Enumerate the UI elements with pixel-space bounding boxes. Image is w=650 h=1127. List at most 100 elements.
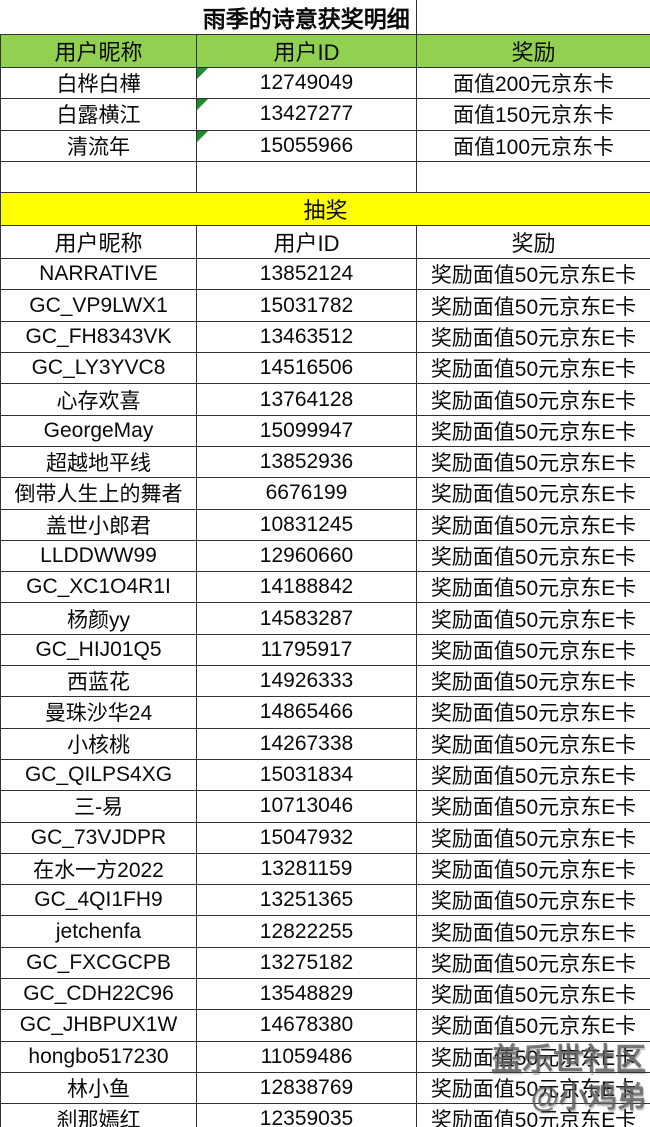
lottery-section-title: 抽奖 xyxy=(0,192,650,227)
nickname-cell: 倒带人生上的舞者 xyxy=(0,477,197,510)
user-id-cell: 14583287 xyxy=(196,602,417,635)
lottery-row: 杨颜yy 14583287 奖励面值50元京东E卡 xyxy=(0,602,650,635)
reward-cell: 奖励面值50元京东E卡 xyxy=(416,383,650,416)
reward-cell: 奖励面值50元京东E卡 xyxy=(416,884,650,917)
lottery-row: GC_FH8343VK 13463512 奖励面值50元京东E卡 xyxy=(0,320,650,354)
header-reward: 奖励 xyxy=(416,225,650,260)
user-id-cell: 12822255 xyxy=(196,915,417,948)
nickname-cell: GC_XC1O4R1I xyxy=(0,571,197,604)
nickname-cell: 心存欢喜 xyxy=(0,383,197,416)
nickname-cell: GC_73VJDPR xyxy=(0,821,197,854)
reward-cell: 奖励面值50元京东E卡 xyxy=(416,539,650,573)
nickname-cell: 白露横江 xyxy=(0,98,197,131)
user-id-cell: 10713046 xyxy=(196,790,417,823)
lottery-row: 倒带人生上的舞者 6676199 奖励面值50元京东E卡 xyxy=(0,477,650,510)
nickname-cell: hongbo517230 xyxy=(0,1040,197,1073)
nickname-cell: GC_CDH22C96 xyxy=(0,978,197,1011)
reward-cell: 奖励面值50元京东E卡 xyxy=(416,445,650,479)
user-id-cell: 14267338 xyxy=(196,727,417,760)
reward-cell: 奖励面值50元京东E卡 xyxy=(416,978,650,1011)
lottery-header-row: 用户昵称 用户ID 奖励 xyxy=(0,225,650,260)
reward-cell: 奖励面值50元京东E卡 xyxy=(416,414,650,447)
lottery-row: 曼珠沙华24 14865466 奖励面值50元京东E卡 xyxy=(0,696,650,729)
nickname-cell: GC_LY3YVC8 xyxy=(0,352,197,385)
lottery-row: 在水一方2022 13281159 奖励面值50元京东E卡 xyxy=(0,852,650,886)
reward-cell: 奖励面值50元京东E卡 xyxy=(416,1103,650,1127)
reward-cell: 奖励面值50元京东E卡 xyxy=(416,946,650,980)
user-id-cell: 13764128 xyxy=(196,383,417,416)
reward-cell: 奖励面值50元京东E卡 xyxy=(416,696,650,729)
reward-cell: 奖励面值50元京东E卡 xyxy=(416,508,650,541)
nickname-cell: 刹那嫣红 xyxy=(0,1103,197,1127)
nickname-cell: 西蓝花 xyxy=(0,665,197,698)
lottery-row: GC_FXCGCPB 13275182 奖励面值50元京东E卡 xyxy=(0,946,650,980)
reward-cell: 奖励面值50元京东E卡 xyxy=(416,665,650,698)
user-id-cell: 14188842 xyxy=(196,571,417,604)
winner-row: 白桦白樺 12749049 面值200元京东卡 xyxy=(0,66,650,100)
lottery-row: NARRATIVE 13852124 奖励面值50元京东E卡 xyxy=(0,258,650,291)
user-id-value: 15055966 xyxy=(259,133,354,157)
reward-cell: 奖励面值50元京东E卡 xyxy=(416,790,650,823)
lottery-row: GC_VP9LWX1 15031782 奖励面值50元京东E卡 xyxy=(0,289,650,322)
nickname-cell: GC_QILPS4XG xyxy=(0,758,197,792)
winner-row: 清流年 15055966 面值100元京东卡 xyxy=(0,129,650,162)
user-id-cell: 15031834 xyxy=(196,758,417,792)
title-row: 雨季的诗意获奖明细 xyxy=(0,0,650,35)
nickname-cell: GC_4QI1FH9 xyxy=(0,884,197,917)
user-id-cell: 15031782 xyxy=(196,289,417,322)
user-id-cell: 14926333 xyxy=(196,665,417,698)
user-id-cell: 12749049 xyxy=(196,66,417,100)
nickname-cell: GC_HIJ01Q5 xyxy=(0,633,197,667)
lottery-row: GC_LY3YVC8 14516506 奖励面值50元京东E卡 xyxy=(0,352,650,385)
nickname-cell: 在水一方2022 xyxy=(0,852,197,886)
header-nickname: 用户昵称 xyxy=(0,225,197,260)
lottery-row: 林小鱼 12838769 奖励面值50元京东E卡 xyxy=(0,1071,650,1105)
lottery-row: GC_XC1O4R1I 14188842 奖励面值50元京东E卡 xyxy=(0,571,650,604)
nickname-cell: LLDDWW99 xyxy=(0,539,197,573)
reward-cell: 奖励面值50元京东E卡 xyxy=(416,571,650,604)
reward-cell: 奖励面值50元京东E卡 xyxy=(416,1071,650,1105)
nickname-cell: GeorgeMay xyxy=(0,414,197,447)
reward-cell: 面值150元京东卡 xyxy=(416,98,650,131)
reward-cell: 奖励面值50元京东E卡 xyxy=(416,852,650,886)
nickname-cell: 超越地平线 xyxy=(0,445,197,479)
reward-cell: 面值100元京东卡 xyxy=(416,129,650,162)
lottery-banner-row: 抽奖 xyxy=(0,192,650,227)
lottery-row: GeorgeMay 15099947 奖励面值50元京东E卡 xyxy=(0,414,650,447)
header-reward: 奖励 xyxy=(416,34,650,68)
nickname-cell: 曼珠沙华24 xyxy=(0,696,197,729)
winner-row: 白露横江 13427277 面值150元京东卡 xyxy=(0,98,650,131)
user-id-cell: 12838769 xyxy=(196,1071,417,1105)
user-id-value: 12749049 xyxy=(259,71,354,95)
lottery-row: GC_HIJ01Q5 11795917 奖励面值50元京东E卡 xyxy=(0,633,650,667)
lottery-row: 心存欢喜 13764128 奖励面值50元京东E卡 xyxy=(0,383,650,416)
user-id-cell: 13281159 xyxy=(196,852,417,886)
reward-cell: 奖励面值50元京东E卡 xyxy=(416,477,650,510)
user-id-cell: 13548829 xyxy=(196,978,417,1011)
lottery-row: LLDDWW99 12960660 奖励面值50元京东E卡 xyxy=(0,539,650,573)
reward-cell: 奖励面值50元京东E卡 xyxy=(416,352,650,385)
lottery-row: GC_JHBPUX1W 14678380 奖励面值50元京东E卡 xyxy=(0,1009,650,1042)
nickname-cell: 清流年 xyxy=(0,129,197,162)
lottery-row: 盖世小郎君 10831245 奖励面值50元京东E卡 xyxy=(0,508,650,541)
nickname-cell: 小核桃 xyxy=(0,727,197,760)
lottery-row: 西蓝花 14926333 奖励面值50元京东E卡 xyxy=(0,665,650,698)
user-id-cell: 13251365 xyxy=(196,884,417,917)
empty-cell xyxy=(416,160,650,194)
lottery-row: GC_CDH22C96 13548829 奖励面值50元京东E卡 xyxy=(0,978,650,1011)
reward-cell: 奖励面值50元京东E卡 xyxy=(416,821,650,854)
user-id-cell: 15055966 xyxy=(196,129,417,162)
reward-cell: 奖励面值50元京东E卡 xyxy=(416,915,650,948)
reward-cell: 奖励面值50元京东E卡 xyxy=(416,289,650,322)
header-user-id: 用户ID xyxy=(196,34,417,68)
lottery-row: GC_73VJDPR 15047932 奖励面值50元京东E卡 xyxy=(0,821,650,854)
header-nickname: 用户昵称 xyxy=(0,34,197,68)
reward-cell: 奖励面值50元京东E卡 xyxy=(416,758,650,792)
user-id-cell: 14516506 xyxy=(196,352,417,385)
nickname-cell: NARRATIVE xyxy=(0,258,197,291)
cell-corner-flag-icon xyxy=(197,99,208,111)
lottery-row: jetchenfa 12822255 奖励面值50元京东E卡 xyxy=(0,915,650,948)
reward-cell: 奖励面值50元京东E卡 xyxy=(416,258,650,291)
nickname-cell: GC_FH8343VK xyxy=(0,320,197,354)
nickname-cell: 林小鱼 xyxy=(0,1071,197,1105)
